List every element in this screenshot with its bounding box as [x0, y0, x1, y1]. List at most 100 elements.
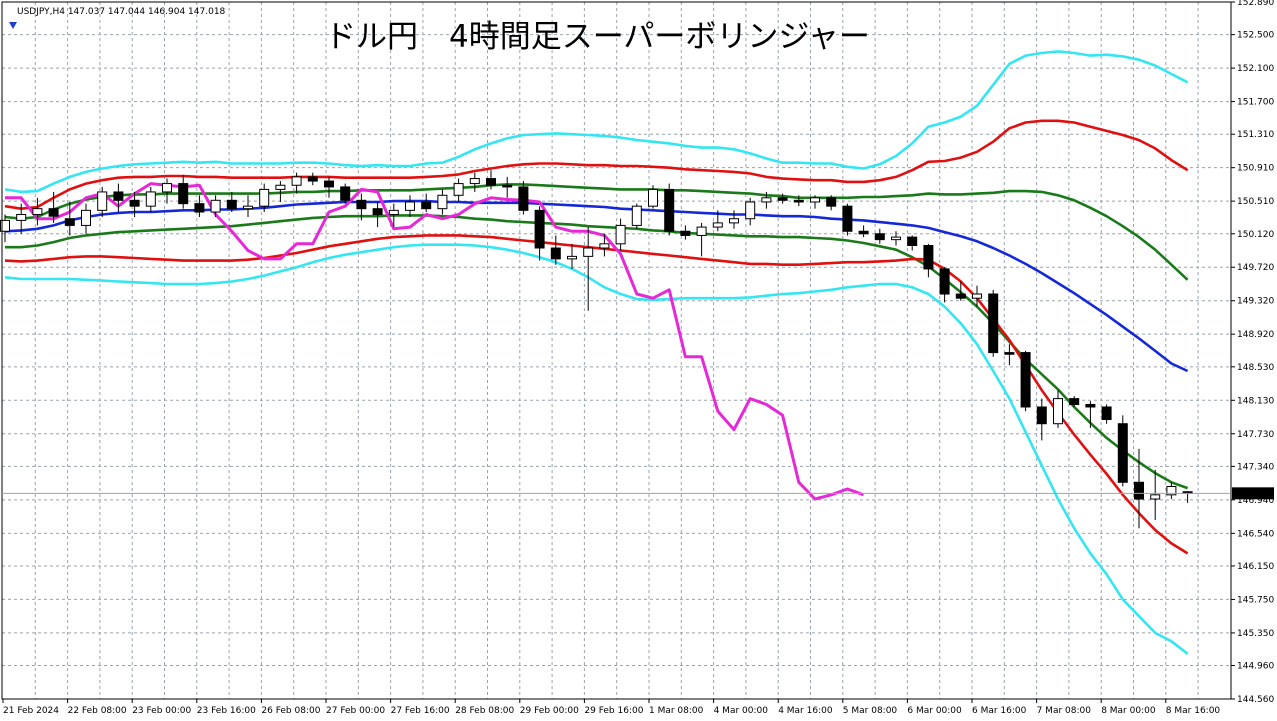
x-tick-label: 7 Mar 08:00 — [1037, 706, 1092, 716]
y-tick-label: 152.890 — [1237, 0, 1274, 8]
candle-body — [696, 226, 707, 236]
candle-body — [680, 230, 691, 236]
x-tick-label: 4 Mar 16:00 — [778, 706, 833, 716]
candle-body — [291, 176, 302, 186]
candle-body — [826, 197, 837, 207]
y-tick-label: 148.920 — [1237, 330, 1274, 340]
candle-body — [907, 236, 918, 246]
candle-body — [145, 191, 156, 207]
candle-body — [113, 191, 124, 201]
y-tick-label: 150.910 — [1237, 164, 1274, 174]
candle-body — [534, 209, 545, 249]
candle-body — [405, 201, 415, 211]
x-tick-label: 23 Feb 16:00 — [197, 706, 256, 716]
candle-body — [972, 293, 982, 299]
y-tick-label: 151.700 — [1237, 98, 1274, 108]
band-line — [4, 50, 1189, 194]
x-tick-label: 6 Mar 16:00 — [972, 706, 1027, 716]
y-tick-label: 151.310 — [1237, 130, 1274, 140]
y-tick-label: 145.750 — [1237, 595, 1274, 605]
candle-body — [777, 197, 788, 201]
candle-body — [599, 243, 610, 249]
candle-body — [939, 268, 950, 295]
candle-body — [194, 203, 205, 213]
candle-body — [1085, 403, 1096, 408]
candle-body — [388, 209, 399, 216]
candle-body — [307, 176, 318, 182]
band-line — [4, 243, 1189, 655]
candle-body — [162, 183, 172, 193]
x-tick-label: 27 Feb 00:00 — [326, 706, 385, 716]
candle-body — [615, 224, 626, 245]
current-price-tag: 147.018 — [2, 487, 1274, 500]
candle-body — [243, 205, 253, 210]
time-axis[interactable]: 21 Feb 2024 22 Feb 08:00 23 Feb 00:00 23 Fe… — [2, 699, 1221, 716]
y-tick-label: 149.720 — [1237, 263, 1274, 273]
candle-body — [1101, 406, 1112, 421]
candle-body — [97, 191, 108, 211]
candle-body — [356, 199, 367, 210]
candle-body — [923, 244, 934, 270]
candle-body — [259, 188, 270, 207]
candle-body — [745, 201, 756, 220]
candle-body — [1166, 485, 1177, 496]
candle-body — [567, 255, 577, 260]
x-tick-label: 22 Feb 08:00 — [68, 706, 127, 716]
current-price-label: 147.018 — [1236, 489, 1273, 499]
candle-body — [858, 230, 869, 235]
candle-body — [1020, 352, 1031, 408]
candle-body — [988, 293, 999, 354]
candle-body — [275, 184, 286, 190]
candle-body — [469, 178, 480, 185]
candle-body — [810, 197, 820, 203]
candle-body — [324, 180, 334, 188]
y-tick-label: 150.120 — [1237, 230, 1274, 240]
x-tick-label: 4 Mar 00:00 — [714, 706, 769, 716]
y-tick-label: 146.150 — [1237, 562, 1274, 572]
y-tick-label: 144.560 — [1237, 695, 1274, 705]
candle-body — [1117, 423, 1128, 483]
candle-body — [793, 199, 804, 203]
y-tick-label: 152.100 — [1237, 64, 1274, 74]
y-tick-label: 152.500 — [1237, 31, 1274, 41]
candle-body — [583, 247, 594, 257]
chart-title: ドル円 4時間足スーパーボリンジャー — [325, 19, 870, 55]
x-tick-label: 23 Feb 00:00 — [132, 706, 191, 716]
candle-body — [1069, 398, 1080, 405]
y-tick-label: 147.340 — [1237, 462, 1274, 472]
y-tick-label: 149.320 — [1237, 297, 1274, 307]
lagging-line — [5, 182, 865, 501]
candle-body — [842, 205, 853, 232]
x-tick-label: 21 Feb 2024 — [3, 706, 59, 716]
candle-body — [550, 247, 561, 260]
x-tick-label: 27 Feb 16:00 — [391, 706, 450, 716]
candlesticks — [0, 170, 1193, 529]
x-tick-label: 6 Mar 00:00 — [907, 706, 962, 716]
candle-body — [712, 222, 723, 228]
x-tick-label: 26 Feb 08:00 — [261, 706, 320, 716]
candle-body — [1053, 398, 1063, 425]
candle-body — [453, 183, 464, 196]
x-tick-label: 8 Mar 00:00 — [1101, 706, 1156, 716]
candle-body — [891, 236, 901, 241]
candle-body — [729, 218, 739, 224]
candle-body — [1150, 494, 1161, 500]
candle-body — [48, 208, 59, 217]
y-tick-label: 145.350 — [1237, 629, 1274, 639]
chart-frame — [1, 1, 1232, 700]
y-tick-label: 146.540 — [1237, 529, 1274, 539]
candle-body — [874, 233, 885, 241]
price-axis[interactable]: 152.890 152.500 152.100 151.700 151.310 150.9… — [1231, 0, 1274, 705]
candle-body — [178, 183, 189, 205]
candle-body — [64, 218, 75, 226]
candle-body — [486, 178, 496, 186]
down-triangle-icon[interactable] — [9, 22, 17, 29]
y-tick-label: 148.130 — [1237, 396, 1274, 406]
candle-body — [372, 208, 383, 216]
x-tick-label: 8 Mar 16:00 — [1166, 706, 1221, 716]
x-tick-label: 29 Feb 00:00 — [520, 706, 579, 716]
candle-body — [631, 205, 642, 226]
candle-body — [761, 197, 772, 203]
candle-body — [502, 184, 513, 188]
